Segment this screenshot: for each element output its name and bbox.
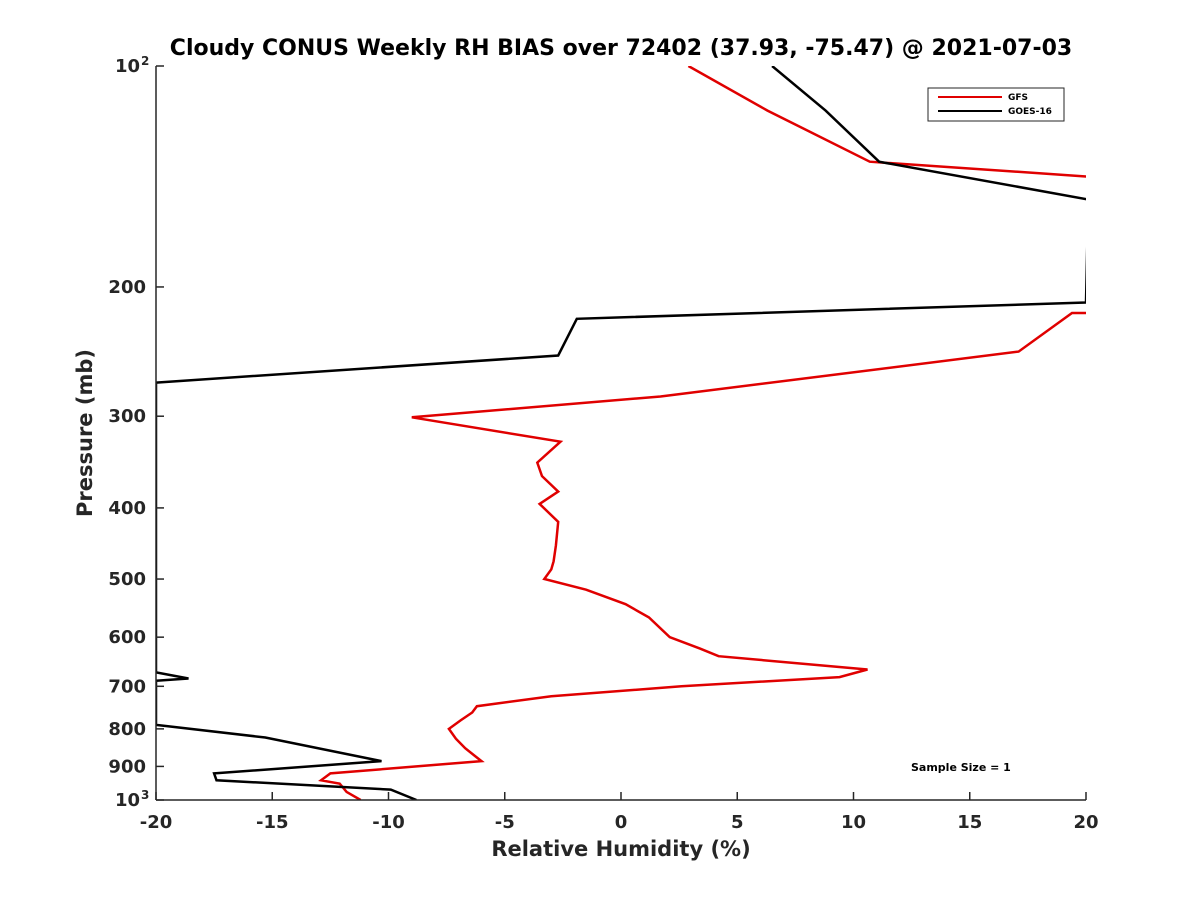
y-tick-label: 800 xyxy=(108,719,146,740)
legend-label-gfs: GFS xyxy=(1008,93,1028,103)
x-tick-label: 10 xyxy=(841,812,866,833)
x-tick-label: 15 xyxy=(957,812,982,833)
x-tick-label: 0 xyxy=(615,812,628,833)
legend-label-goes16: GOES-16 xyxy=(1008,107,1052,117)
y-axis-label: Pressure (mb) xyxy=(73,349,97,517)
sample-size-annotation: Sample Size = 1 xyxy=(911,761,1011,774)
y-tick-exponent: 3 xyxy=(141,788,149,802)
legend-box xyxy=(927,87,1065,122)
x-axis-label: Relative Humidity (%) xyxy=(491,837,750,861)
series-layer xyxy=(156,66,1086,800)
y-tick-label: 300 xyxy=(108,406,146,427)
y-tick-label: 500 xyxy=(108,569,146,590)
y-tick-label: 200 xyxy=(108,277,146,298)
x-tick-label: 5 xyxy=(731,812,744,833)
x-tick-label: 20 xyxy=(1073,812,1098,833)
legend: GFS GOES-16 xyxy=(927,87,1065,122)
y-tick-label: 600 xyxy=(108,627,146,648)
y-tick-label: 900 xyxy=(108,756,146,777)
y-tick-exponent: 2 xyxy=(141,54,149,68)
series-line-goes16 xyxy=(156,66,1086,800)
y-tick-label: 10 xyxy=(115,56,140,77)
x-tick-label: -10 xyxy=(372,812,405,833)
y-tick-label: 400 xyxy=(108,498,146,519)
chart-title: Cloudy CONUS Weekly RH BIAS over 72402 (… xyxy=(170,36,1072,61)
series-line-gfs xyxy=(318,66,1086,800)
x-tick-label: -20 xyxy=(140,812,173,833)
y-tick-label: 700 xyxy=(108,676,146,697)
y-tick-label: 10 xyxy=(115,790,140,811)
x-tick-label: -15 xyxy=(256,812,289,833)
x-tick-label: -5 xyxy=(495,812,515,833)
